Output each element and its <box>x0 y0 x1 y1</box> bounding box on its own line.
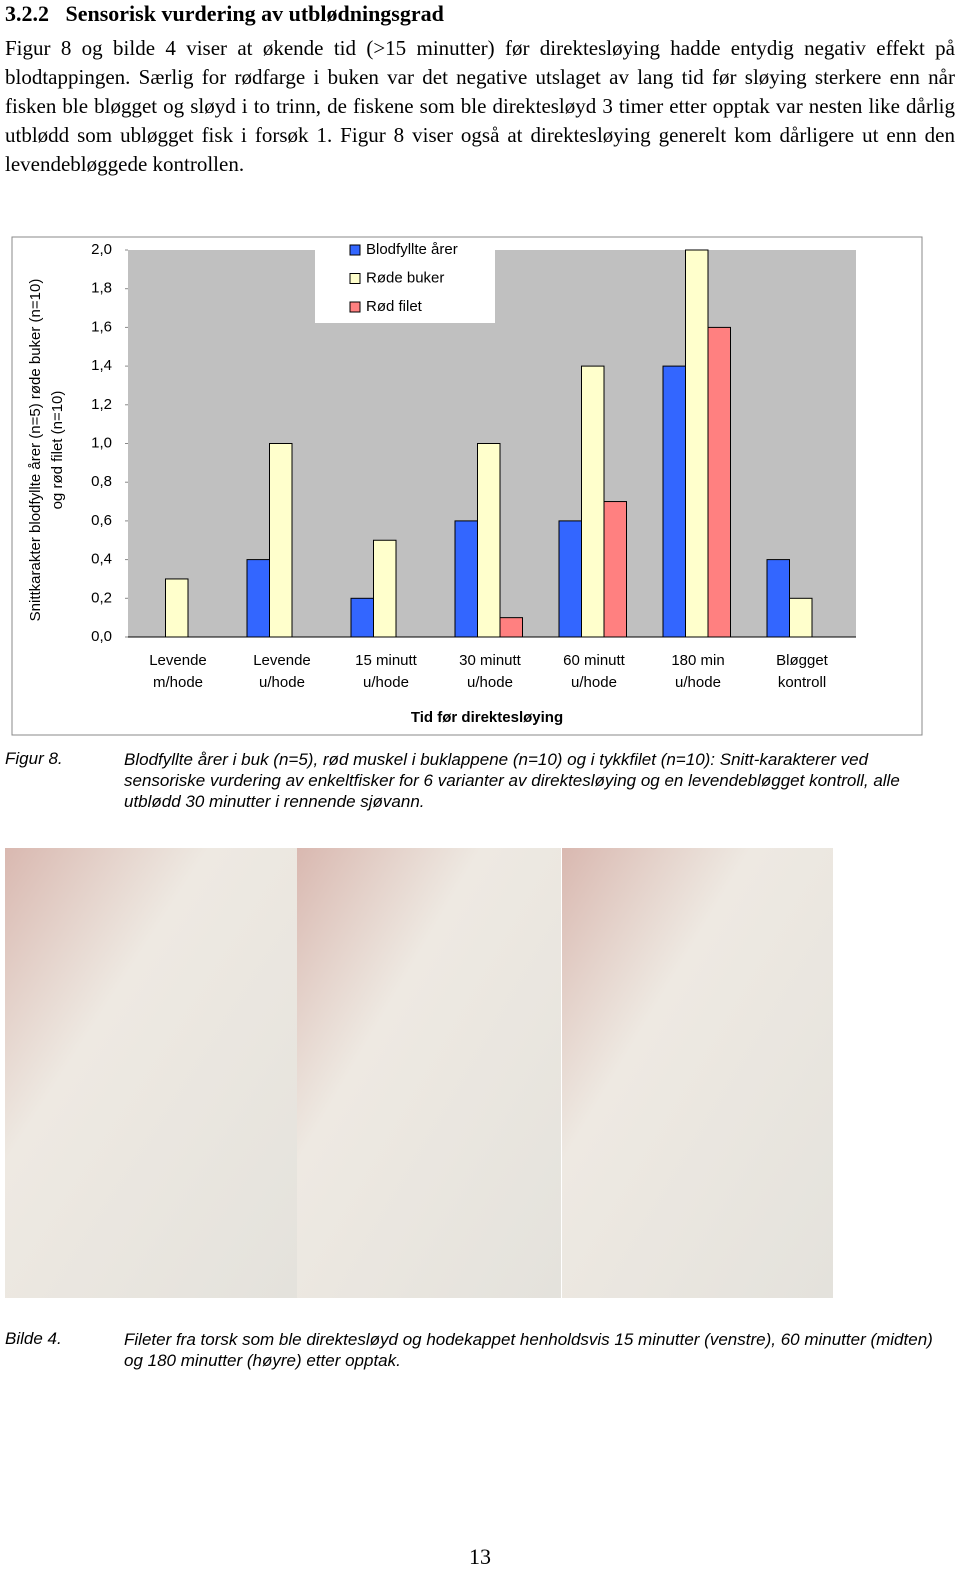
x-tick-label: 60 minutt <box>563 652 626 669</box>
caption-label: Bilde 4. <box>5 1329 62 1348</box>
y-tick-label: 1,2 <box>91 396 112 413</box>
x-axis-label: Tid før direktesløying <box>411 709 563 726</box>
bar <box>581 365 605 638</box>
x-tick-label: u/hode <box>675 674 721 691</box>
bar <box>766 559 790 638</box>
x-tick-label: u/hode <box>259 674 305 691</box>
heading-number: 3.2.2 <box>5 1 49 26</box>
legend-swatch <box>349 301 361 313</box>
x-tick-label: m/hode <box>153 674 203 691</box>
paragraph: Figur 8 og bilde 4 viser at økende tid (… <box>5 36 955 176</box>
bar <box>558 520 582 638</box>
y-axis-label: Snittkarakter blodfyllte årer (n=5) røde… <box>27 279 44 622</box>
legend-label: Rød filet <box>366 298 423 315</box>
x-tick-label: u/hode <box>467 674 513 691</box>
y-tick-label: 0,6 <box>91 512 112 529</box>
bar <box>477 443 501 638</box>
y-tick-label: 0,0 <box>91 628 112 645</box>
x-tick-label: Levende <box>253 652 311 669</box>
y-axis-label: og rød filet (n=10) <box>49 391 66 510</box>
caption-text: Blodfyllte årer i buk (n=5), rød muskel … <box>124 750 900 811</box>
bar <box>454 520 478 638</box>
bar <box>603 501 627 638</box>
photo <box>5 848 297 1298</box>
photo <box>562 848 833 1298</box>
heading: 3.2.2 Sensorisk vurdering av utblødnings… <box>5 0 444 28</box>
bar <box>707 326 731 638</box>
x-tick-label: kontroll <box>778 674 826 691</box>
x-tick-label: u/hode <box>571 674 617 691</box>
y-tick-label: 2,0 <box>91 241 112 258</box>
legend-label: Røde buker <box>366 269 444 286</box>
caption-text: Fileter fra torsk som ble direktesløyd o… <box>124 1330 933 1370</box>
x-tick-label: 30 minutt <box>459 652 522 669</box>
bar <box>269 443 293 638</box>
x-tick-label: u/hode <box>363 674 409 691</box>
legend-box <box>315 240 495 323</box>
bar <box>373 539 397 638</box>
y-tick-label: 0,4 <box>91 551 112 568</box>
legend-label: Blodfyllte årer <box>366 241 458 258</box>
x-tick-label: Bløgget <box>776 652 829 669</box>
bar <box>662 365 686 638</box>
photo <box>297 848 561 1298</box>
legend-swatch <box>349 273 361 284</box>
y-tick-label: 1,4 <box>91 357 112 374</box>
y-tick-label: 1,6 <box>91 318 112 335</box>
bar <box>350 597 374 638</box>
bar <box>165 578 189 638</box>
page-number: 13 <box>469 1544 491 1569</box>
x-tick-label: 15 minutt <box>355 652 418 669</box>
caption-label: Figur 8. <box>5 749 63 768</box>
x-tick-label: Levende <box>149 652 207 669</box>
bar <box>499 617 523 638</box>
y-tick-label: 0,8 <box>91 473 112 490</box>
y-tick-label: 1,8 <box>91 280 112 297</box>
y-tick-label: 0,2 <box>91 589 112 606</box>
legend-swatch <box>349 244 361 256</box>
y-tick-label: 1,0 <box>91 434 112 451</box>
x-tick-label: 180 min <box>671 652 724 669</box>
photos <box>5 848 833 1298</box>
heading-title: Sensorisk vurdering av utblødningsgrad <box>65 1 444 26</box>
bar <box>789 597 813 638</box>
bar <box>246 559 270 638</box>
bar <box>685 249 709 638</box>
